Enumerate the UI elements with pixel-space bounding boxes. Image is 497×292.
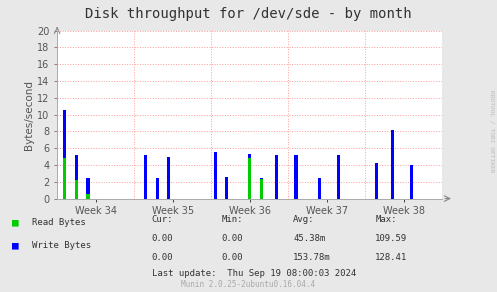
Bar (86, 194, 89, 199)
Bar (248, 158, 251, 199)
Bar (75, 155, 78, 199)
Text: Last update:  Thu Sep 19 08:00:03 2024: Last update: Thu Sep 19 08:00:03 2024 (152, 269, 356, 278)
Text: 0.00: 0.00 (221, 234, 243, 243)
Bar (260, 179, 263, 199)
Text: Disk throughput for /dev/sde - by month: Disk throughput for /dev/sde - by month (85, 7, 412, 21)
Text: Write Bytes: Write Bytes (32, 241, 91, 250)
Text: 109.59: 109.59 (375, 234, 408, 243)
Bar (318, 178, 321, 199)
Bar (294, 155, 298, 199)
Text: 0.00: 0.00 (152, 234, 173, 243)
Y-axis label: Bytes/second: Bytes/second (24, 80, 34, 150)
Text: 45.38m: 45.38m (293, 234, 326, 243)
Bar (225, 177, 228, 199)
Text: Max:: Max: (375, 215, 397, 224)
Bar (375, 163, 378, 199)
Bar (248, 154, 251, 199)
Text: Read Bytes: Read Bytes (32, 218, 86, 227)
Text: Munin 2.0.25-2ubuntu0.16.04.4: Munin 2.0.25-2ubuntu0.16.04.4 (181, 280, 316, 289)
Bar (337, 155, 340, 199)
Text: RRDTOOL / TOBI OETIKER: RRDTOOL / TOBI OETIKER (490, 90, 495, 173)
Text: 128.41: 128.41 (375, 253, 408, 262)
Bar (167, 157, 170, 199)
Bar (75, 180, 78, 199)
Text: Min:: Min: (221, 215, 243, 224)
Text: Avg:: Avg: (293, 215, 315, 224)
Bar (214, 152, 217, 199)
Text: Cur:: Cur: (152, 215, 173, 224)
Bar (63, 158, 67, 199)
Bar (391, 130, 394, 199)
Text: 153.78m: 153.78m (293, 253, 331, 262)
Text: ■: ■ (12, 218, 19, 227)
Bar (144, 155, 147, 199)
Text: 0.00: 0.00 (152, 253, 173, 262)
Text: 0.00: 0.00 (221, 253, 243, 262)
Bar (410, 165, 413, 199)
Bar (63, 110, 67, 199)
Bar (86, 178, 89, 199)
Bar (156, 178, 159, 199)
Bar (275, 155, 278, 199)
Bar (260, 178, 263, 199)
Text: ■: ■ (12, 241, 19, 251)
